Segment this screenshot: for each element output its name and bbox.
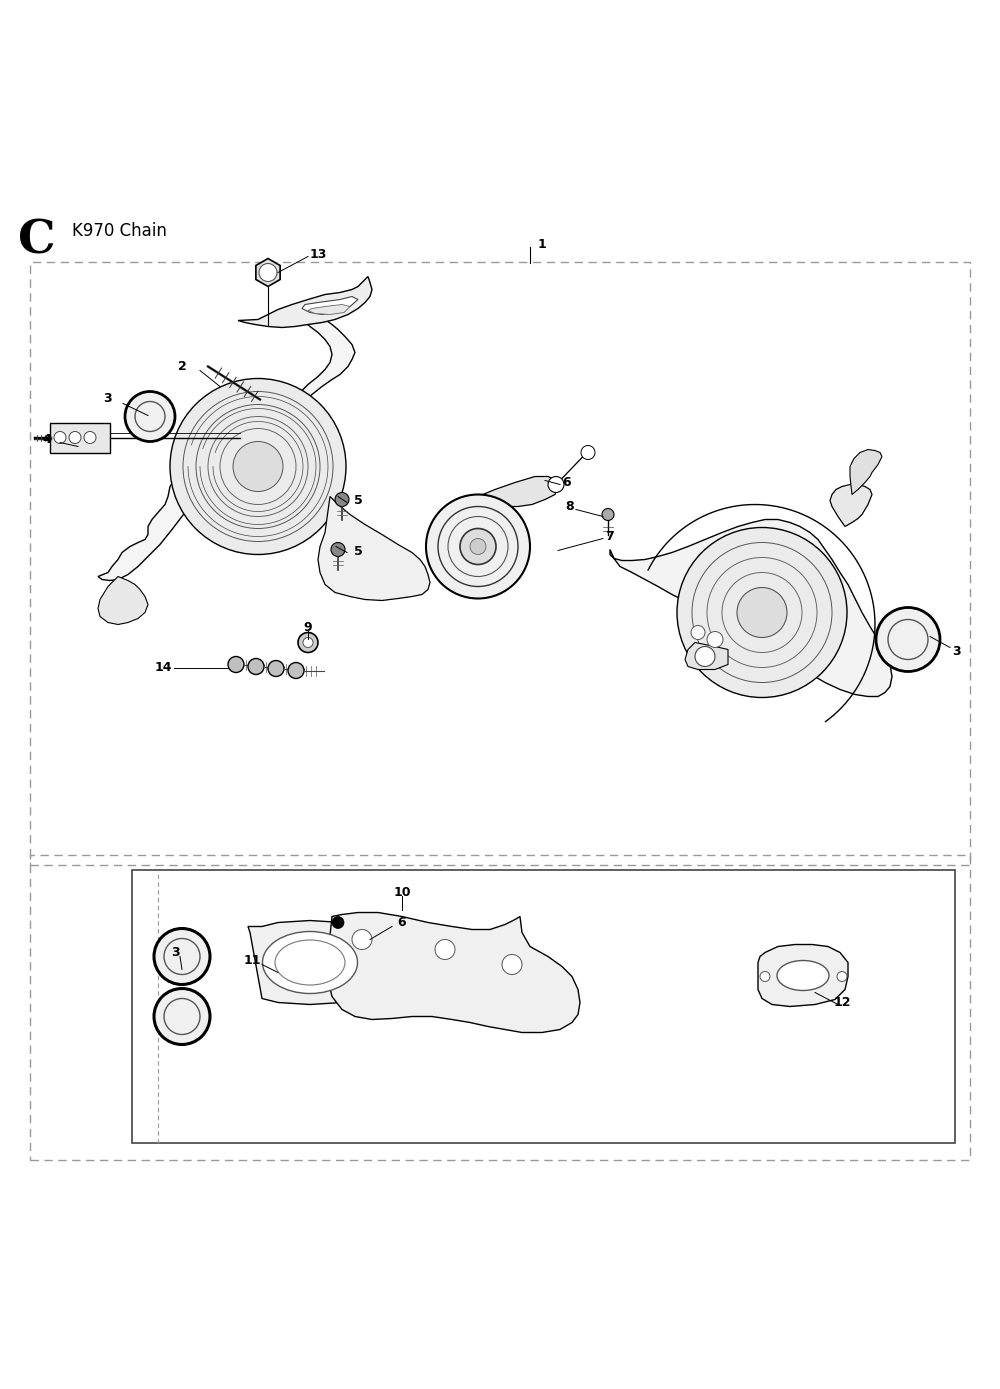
- Polygon shape: [475, 476, 558, 507]
- Text: 3: 3: [952, 644, 961, 658]
- Bar: [30, 854, 970, 1160]
- Text: 6: 6: [562, 476, 571, 489]
- Circle shape: [737, 588, 787, 638]
- Circle shape: [426, 494, 530, 599]
- Polygon shape: [98, 314, 355, 581]
- Ellipse shape: [262, 932, 358, 993]
- Circle shape: [288, 663, 304, 678]
- Text: 9: 9: [304, 621, 312, 633]
- Text: 2: 2: [178, 360, 186, 374]
- Polygon shape: [758, 945, 848, 1007]
- Text: K970 Chain: K970 Chain: [72, 221, 167, 239]
- Circle shape: [760, 971, 770, 982]
- Bar: [30, 263, 970, 864]
- Polygon shape: [328, 913, 580, 1032]
- Circle shape: [259, 264, 277, 282]
- Circle shape: [268, 661, 284, 676]
- Text: 3: 3: [104, 392, 112, 406]
- Circle shape: [548, 476, 564, 493]
- Polygon shape: [238, 276, 372, 328]
- Circle shape: [303, 638, 313, 647]
- Text: 1: 1: [538, 238, 547, 251]
- Bar: [50, 422, 110, 453]
- Polygon shape: [830, 485, 872, 526]
- Polygon shape: [850, 450, 882, 494]
- Circle shape: [332, 917, 344, 928]
- Polygon shape: [318, 496, 430, 600]
- Circle shape: [707, 632, 723, 647]
- Text: 3: 3: [171, 946, 179, 958]
- Circle shape: [460, 528, 496, 564]
- Text: 6: 6: [398, 915, 406, 929]
- Ellipse shape: [777, 961, 829, 990]
- Circle shape: [695, 646, 715, 667]
- Text: 8: 8: [565, 500, 574, 513]
- Polygon shape: [256, 258, 280, 286]
- Circle shape: [54, 432, 66, 443]
- Polygon shape: [610, 519, 892, 696]
- Circle shape: [502, 954, 522, 975]
- Text: 5: 5: [354, 544, 362, 558]
- Polygon shape: [98, 576, 148, 625]
- Circle shape: [352, 929, 372, 950]
- Text: 4: 4: [43, 433, 51, 446]
- Circle shape: [435, 939, 455, 960]
- Circle shape: [837, 971, 847, 982]
- Text: 14: 14: [154, 661, 172, 674]
- Text: 7: 7: [605, 531, 614, 543]
- Text: 11: 11: [243, 954, 261, 967]
- Text: 10: 10: [393, 886, 411, 899]
- Circle shape: [233, 442, 283, 492]
- Text: 5: 5: [354, 494, 362, 507]
- Polygon shape: [685, 643, 728, 669]
- Circle shape: [298, 632, 318, 653]
- Circle shape: [69, 432, 81, 443]
- Bar: [132, 870, 955, 1143]
- Circle shape: [154, 928, 210, 985]
- Circle shape: [248, 658, 264, 675]
- Circle shape: [154, 989, 210, 1045]
- Circle shape: [602, 508, 614, 521]
- Text: 12: 12: [833, 996, 851, 1008]
- Circle shape: [228, 657, 244, 672]
- Circle shape: [335, 493, 349, 507]
- Text: C: C: [18, 218, 56, 264]
- Circle shape: [170, 378, 346, 554]
- Polygon shape: [302, 296, 358, 314]
- Polygon shape: [248, 921, 372, 1004]
- Text: 13: 13: [310, 249, 327, 261]
- Circle shape: [125, 392, 175, 442]
- Circle shape: [581, 446, 595, 460]
- Circle shape: [876, 607, 940, 671]
- Circle shape: [84, 432, 96, 443]
- Circle shape: [470, 539, 486, 554]
- Circle shape: [331, 543, 345, 557]
- Polygon shape: [308, 304, 350, 314]
- Circle shape: [677, 528, 847, 697]
- Circle shape: [691, 625, 705, 639]
